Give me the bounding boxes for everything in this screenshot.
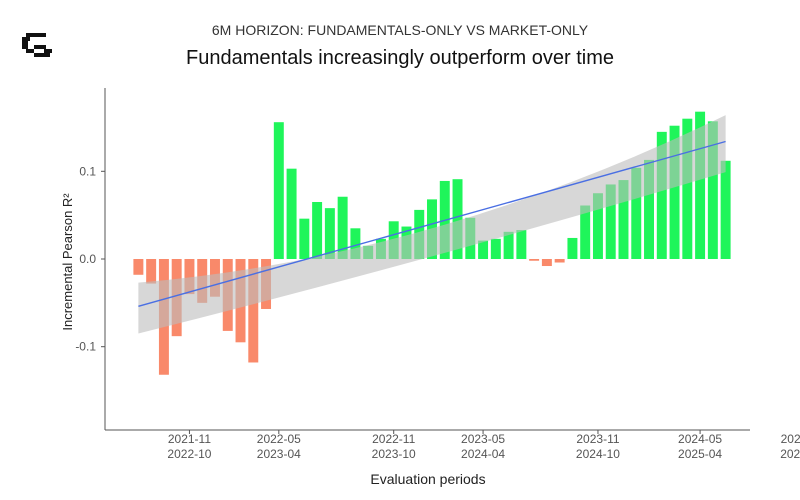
bar [248, 259, 259, 363]
x-tick-label: 2024-04 [461, 447, 505, 461]
bar [682, 118, 693, 259]
bar [541, 259, 552, 267]
bar [350, 228, 361, 259]
chart-title: Fundamentals increasingly outperform ove… [186, 47, 614, 69]
y-axis-ticks: -0.1 0.0 0.1 [75, 164, 105, 354]
bar [605, 184, 616, 259]
bar [503, 231, 514, 259]
x-tick-label: 2024-05 [678, 432, 722, 446]
bar [720, 160, 731, 259]
confidence-band [138, 115, 726, 334]
x-tick-label: 2023-05 [461, 432, 505, 446]
bar [644, 159, 654, 259]
x-axis-ticks: 2021-112022-102022-052023-042022-112023-… [167, 430, 800, 461]
bar [554, 259, 565, 263]
x-axis-label: Evaluation periods [370, 471, 485, 487]
bar [324, 208, 335, 259]
x-tick-label: 2025-09 [780, 447, 800, 461]
bar [580, 205, 591, 259]
bar [184, 259, 195, 295]
bar [452, 179, 463, 259]
brand-logo-icon [22, 30, 56, 69]
bar [592, 193, 603, 259]
bar [146, 259, 157, 284]
y-tick-label: -0.1 [75, 340, 96, 354]
x-tick-label: 2024-10 [576, 447, 620, 461]
y-tick-label: 0.0 [79, 252, 96, 266]
plot-area [133, 111, 731, 375]
bar [478, 240, 489, 259]
x-tick-label: 2023-11 [576, 432, 619, 446]
bar [312, 202, 323, 259]
bar [707, 121, 718, 259]
bar [516, 230, 527, 259]
x-tick-label: 2022-11 [372, 432, 415, 446]
x-tick-label: 2023-10 [372, 447, 416, 461]
bar [337, 196, 348, 259]
bar [133, 259, 144, 275]
x-tick-label: 2021-11 [168, 432, 211, 446]
bar [286, 168, 297, 259]
y-tick-label: 0.1 [79, 164, 96, 178]
x-tick-label: 2023-04 [257, 447, 301, 461]
bar [695, 111, 706, 260]
x-tick-label: 2025-04 [678, 447, 722, 461]
bar [490, 238, 501, 259]
bar [273, 122, 284, 259]
bar [299, 218, 310, 259]
trend-line [138, 140, 726, 308]
x-tick-label: 2024-11 [781, 432, 800, 446]
bar [631, 167, 642, 259]
bar [529, 259, 540, 261]
bar [656, 131, 667, 259]
x-tick-label: 2022-05 [257, 432, 301, 446]
bar [669, 125, 680, 260]
x-tick-label: 2022-10 [167, 447, 211, 461]
bar [567, 237, 578, 259]
bar [618, 180, 629, 259]
y-axis-label: Incremental Pearson R² [60, 193, 75, 331]
chart-subtitle: 6M HORIZON: FUNDAMENTALS-ONLY VS MARKET-… [212, 22, 589, 38]
